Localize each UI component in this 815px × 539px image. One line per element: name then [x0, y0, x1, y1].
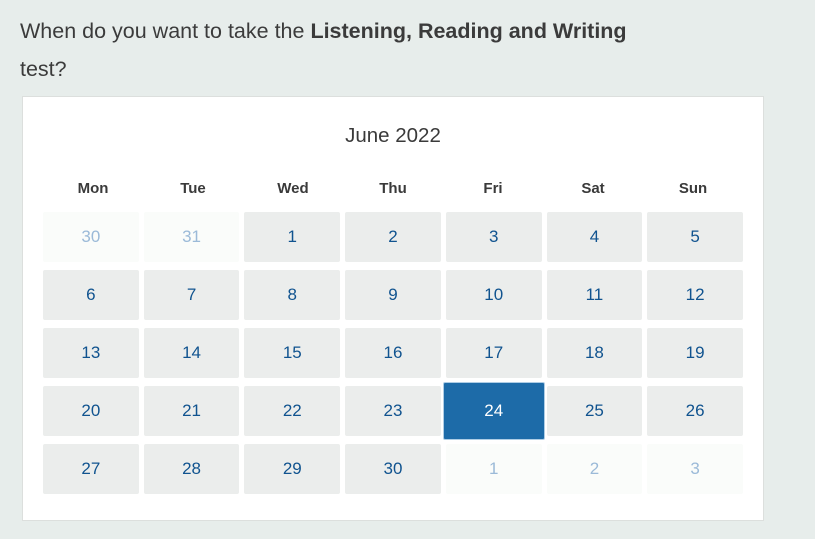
calendar-grid: 30 31 1 2 3 4 5 6 7 8 9 10 11 12 13 14 15 16 17 18 19 20 21 22 2… [43, 212, 743, 494]
weekday-label-wed: Wed [277, 180, 309, 197]
weekday-label-mon: Mon [77, 180, 109, 197]
question-line2: test? [20, 57, 67, 81]
calendar-day[interactable]: 18 [546, 328, 643, 378]
calendar-day-cell: 28 [143, 444, 240, 494]
calendar-day-cell: 23 [345, 386, 441, 436]
calendar-day-cell: 30 [345, 444, 441, 494]
calendar-day-outside: 3 [647, 444, 743, 494]
calendar-day[interactable]: 14 [143, 328, 240, 378]
calendar-day-cell: 19 [647, 328, 743, 378]
calendar-day-cell: 7 [143, 270, 240, 320]
weekday-label-thu: Thu [379, 180, 407, 197]
calendar-day[interactable]: 5 [647, 212, 743, 262]
calendar-day-outside: 1 [445, 444, 542, 494]
weekday-label-fri: Fri [483, 180, 503, 197]
calendar-day[interactable]: 1 [244, 212, 341, 262]
calendar-day[interactable]: 17 [445, 328, 542, 378]
calendar-day-cell: 24 [442, 382, 545, 440]
calendar-day[interactable]: 22 [244, 386, 341, 436]
calendar-day[interactable]: 12 [647, 270, 743, 320]
weekday-label-sun: Sun [678, 180, 708, 197]
weekday-label-tue: Tue [180, 180, 206, 197]
calendar-day[interactable]: 16 [345, 328, 441, 378]
calendar-day-cell: 2 [546, 444, 643, 494]
calendar-day[interactable]: 3 [445, 212, 542, 262]
calendar-day[interactable]: 27 [43, 444, 139, 494]
calendar-day[interactable]: 13 [43, 328, 139, 378]
calendar-day[interactable]: 9 [345, 270, 441, 320]
calendar-day-cell: 4 [546, 212, 643, 262]
calendar-day[interactable]: 10 [445, 270, 542, 320]
calendar-day-cell: 31 [143, 212, 240, 262]
calendar-day-cell: 27 [43, 444, 139, 494]
weekday-label-sat: Sat [581, 180, 605, 197]
calendar-day-outside: 31 [143, 212, 240, 262]
calendar-day-cell: 30 [43, 212, 139, 262]
calendar-day[interactable]: 2 [345, 212, 441, 262]
calendar-day[interactable]: 21 [143, 386, 240, 436]
calendar-day-cell: 29 [244, 444, 341, 494]
calendar-day[interactable]: 8 [244, 270, 341, 320]
calendar-day-cell: 11 [546, 270, 643, 320]
calendar-day[interactable]: 29 [244, 444, 341, 494]
calendar-day[interactable]: 7 [143, 270, 240, 320]
calendar-day-cell: 25 [546, 386, 643, 436]
calendar-day[interactable]: 6 [43, 270, 139, 320]
calendar-day-cell: 16 [345, 328, 441, 378]
calendar-day[interactable]: 15 [244, 328, 341, 378]
question-prefix: When do you want to take the [20, 19, 311, 43]
calendar-day[interactable]: 20 [43, 386, 139, 436]
calendar-day-cell: 1 [244, 212, 341, 262]
calendar-day-cell: 6 [43, 270, 139, 320]
calendar-day-cell: 12 [647, 270, 743, 320]
calendar-day-cell: 26 [647, 386, 743, 436]
calendar-day-cell: 3 [445, 212, 542, 262]
calendar-day[interactable]: 30 [345, 444, 441, 494]
calendar-day-cell: 21 [143, 386, 240, 436]
calendar-day-cell: 9 [345, 270, 441, 320]
calendar-day-outside: 2 [546, 444, 643, 494]
question-bold-segment: Listening, Reading and Writing [310, 19, 627, 43]
calendar-day-cell: 22 [244, 386, 341, 436]
calendar-day-cell: 14 [143, 328, 240, 378]
calendar-day[interactable]: 26 [647, 386, 743, 436]
calendar-day-cell: 1 [445, 444, 542, 494]
calendar-day[interactable]: 25 [546, 386, 643, 436]
calendar-day[interactable]: 23 [345, 386, 441, 436]
weekday-header-row: Mon Tue Wed Thu Fri Sat Sun [43, 179, 743, 199]
calendar-day-cell: 15 [244, 328, 341, 378]
calendar-day[interactable]: 11 [546, 270, 643, 320]
calendar-day-outside: 30 [43, 212, 139, 262]
calendar-day-cell: 8 [244, 270, 341, 320]
calendar-day-cell: 17 [445, 328, 542, 378]
calendar-day-selected[interactable]: 24 [442, 382, 545, 440]
calendar-day-cell: 5 [647, 212, 743, 262]
calendar-day-cell: 18 [546, 328, 643, 378]
calendar-card: June 2022 Mon Tue Wed Thu Fri Sat Sun 30… [22, 96, 764, 521]
calendar-day[interactable]: 19 [647, 328, 743, 378]
calendar-month-title: June 2022 [345, 124, 441, 147]
calendar-day-cell: 13 [43, 328, 139, 378]
calendar-day-cell: 2 [345, 212, 441, 262]
calendar-day[interactable]: 28 [143, 444, 240, 494]
calendar-day-cell: 3 [647, 444, 743, 494]
calendar-day-cell: 20 [43, 386, 139, 436]
calendar-day-cell: 10 [445, 270, 542, 320]
question-text: When do you want to take the Listening, … [20, 12, 787, 88]
calendar-day[interactable]: 4 [546, 212, 643, 262]
